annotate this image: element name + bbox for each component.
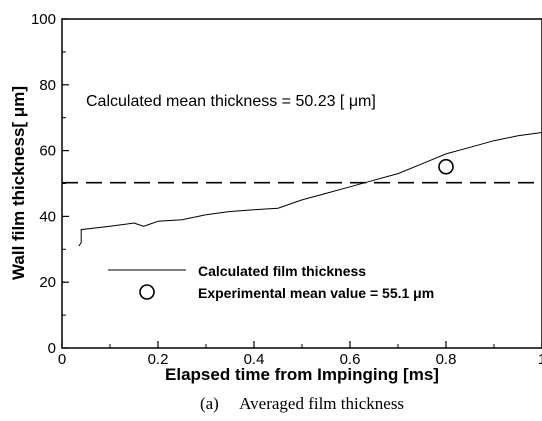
figure-caption: (a) Averaged film thickness bbox=[200, 394, 404, 413]
y-tick-label: 20 bbox=[39, 274, 56, 291]
x-tick-label: 1 bbox=[538, 351, 542, 368]
x-axis-title: Elapsed time from Impinging [ms] bbox=[165, 365, 439, 384]
legend-circle-marker bbox=[139, 284, 155, 300]
x-tick-label: 0.6 bbox=[340, 351, 361, 368]
x-tick-label: 0 bbox=[58, 351, 66, 368]
y-tick-label: 60 bbox=[39, 143, 56, 160]
y-axis: 0 20 40 60 80 100 bbox=[31, 11, 69, 357]
y-tick-label: 40 bbox=[39, 208, 56, 225]
x-tick-label: 0.4 bbox=[244, 351, 265, 368]
legend-entry-calculated: Calculated film thickness bbox=[198, 263, 366, 279]
mean-thickness-annotation: Calculated mean thickness = 50.23 [ μm] bbox=[86, 93, 376, 110]
y-tick-label: 0 bbox=[48, 340, 56, 357]
series-layer bbox=[62, 132, 542, 247]
y-tick-label: 100 bbox=[31, 11, 56, 28]
calculated-thickness-line bbox=[78, 132, 542, 247]
x-axis: 0 0.2 0.4 0.6 0.8 1 bbox=[58, 341, 542, 368]
y-axis-title: Wall film thickness[ μm] bbox=[9, 86, 28, 280]
experimental-data-point bbox=[438, 158, 454, 175]
y-tick-label: 80 bbox=[39, 77, 56, 94]
legend-entry-experimental: Experimental mean value = 55.1 μm bbox=[198, 285, 434, 301]
x-tick-label: 0.2 bbox=[148, 351, 169, 368]
x-tick-label: 0.8 bbox=[436, 351, 457, 368]
